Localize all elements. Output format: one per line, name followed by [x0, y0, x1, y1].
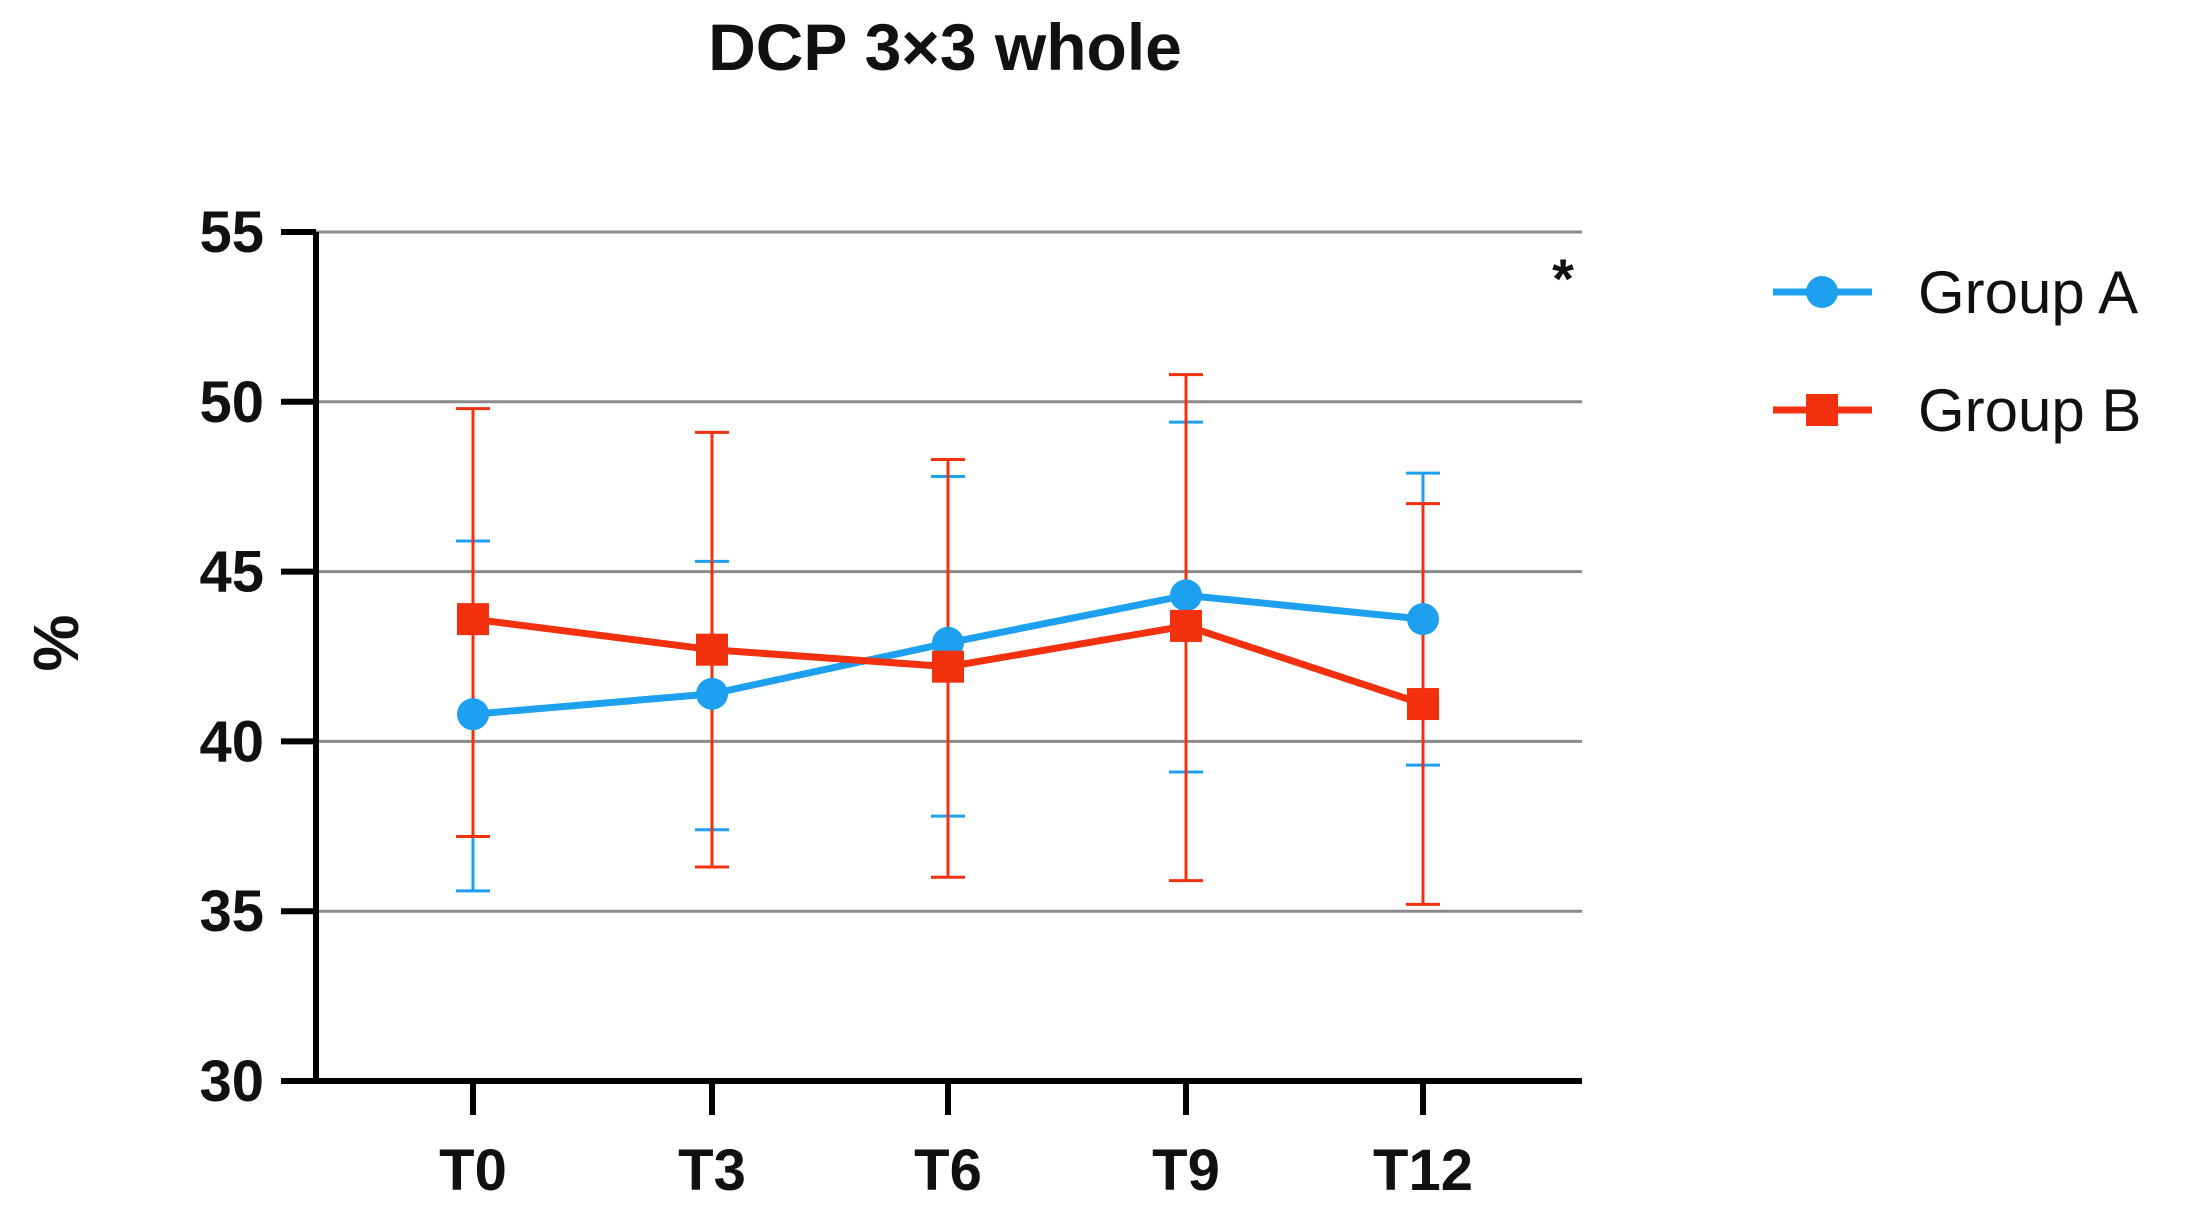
- legend-marker-group-b: [1806, 394, 1838, 426]
- x-tick-label-T0: T0: [439, 1138, 507, 1203]
- y-tick-label-30: 30: [199, 1049, 264, 1114]
- legend-item-group-a[interactable]: Group A: [1773, 259, 2138, 326]
- point-group-b-T6: [932, 650, 964, 683]
- y-tick-label-55: 55: [199, 200, 264, 265]
- point-group-a-T12: [1407, 603, 1439, 636]
- data-markers: [457, 579, 1439, 731]
- y-tick-label-50: 50: [199, 370, 264, 435]
- y-tick-label-35: 35: [199, 879, 264, 944]
- x-tick-label-T9: T9: [1152, 1138, 1220, 1203]
- axis-labels: 30 35 40 45 50 55 T0 T3 T6 T9 T12: [199, 200, 1472, 1203]
- legend-label-group-b: Group B: [1918, 377, 2141, 444]
- significance-annotation: *: [1552, 247, 1574, 310]
- axes: [281, 229, 1582, 1115]
- point-group-b-T9: [1170, 609, 1202, 642]
- y-tick-label-40: 40: [199, 709, 264, 774]
- legend-label-group-a: Group A: [1918, 259, 2138, 326]
- chart-title: DCP 3×3 whole: [708, 10, 1182, 84]
- point-group-b-T0: [457, 603, 489, 636]
- legend-item-group-b[interactable]: Group B: [1773, 377, 2141, 444]
- legend[interactable]: Group A Group B: [1773, 259, 2141, 444]
- x-tick-label-T12: T12: [1373, 1138, 1473, 1203]
- y-tick-label-45: 45: [199, 540, 264, 605]
- x-tick-label-T6: T6: [914, 1138, 982, 1203]
- point-group-b-T12: [1407, 688, 1439, 721]
- point-group-b-T3: [696, 633, 728, 666]
- y-axis-label: %: [20, 615, 92, 672]
- point-group-a-T9: [1170, 579, 1202, 612]
- point-group-a-T3: [696, 677, 728, 710]
- point-group-a-T0: [457, 698, 489, 731]
- x-tick-label-T3: T3: [678, 1138, 746, 1203]
- legend-marker-group-a: [1806, 276, 1838, 308]
